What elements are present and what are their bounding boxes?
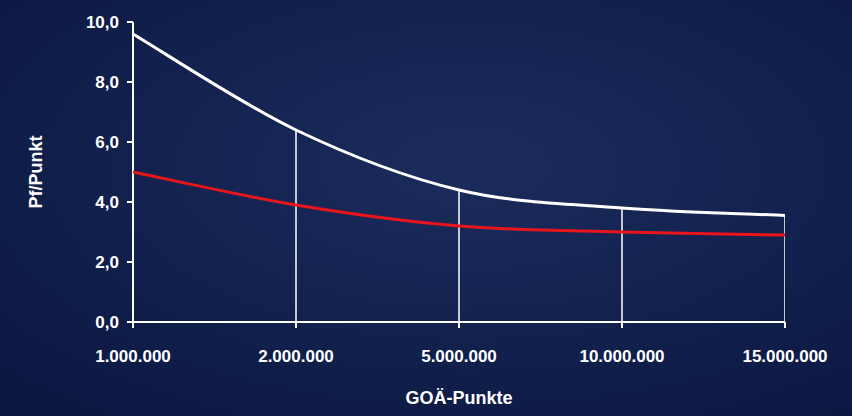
x-tick [458, 322, 460, 328]
y-tick [127, 21, 133, 23]
drop-line [458, 190, 460, 322]
drop-line [295, 130, 297, 322]
y-tick-label: 2,0 [95, 253, 119, 272]
x-tick [132, 322, 134, 328]
y-tick [127, 261, 133, 263]
x-tick [295, 322, 297, 328]
series-line [133, 172, 785, 235]
x-tick-label: 15.000.000 [742, 347, 827, 366]
x-tick-label: 1.000.000 [95, 347, 171, 366]
x-tick [784, 322, 786, 328]
drop-line [621, 208, 623, 322]
y-tick-label: 10,0 [86, 13, 119, 32]
drop-line [784, 216, 785, 323]
y-tick [127, 201, 133, 203]
x-tick-label: 2.000.000 [258, 347, 334, 366]
y-tick [127, 81, 133, 83]
series-line [133, 34, 785, 216]
background [0, 0, 852, 416]
y-tick-label: 0,0 [95, 313, 119, 332]
x-tick-label: 5.000.000 [421, 347, 497, 366]
x-tick [621, 322, 623, 328]
y-tick [127, 141, 133, 143]
y-tick-label: 8,0 [95, 73, 119, 92]
x-tick-label: 10.000.000 [579, 347, 664, 366]
y-tick-label: 4,0 [95, 193, 119, 212]
y-axis-title: Pf/Punkt [26, 135, 46, 208]
y-tick-label: 6,0 [95, 133, 119, 152]
plot-area [133, 34, 785, 235]
x-axis-title: GOÄ-Punkte [405, 388, 512, 408]
